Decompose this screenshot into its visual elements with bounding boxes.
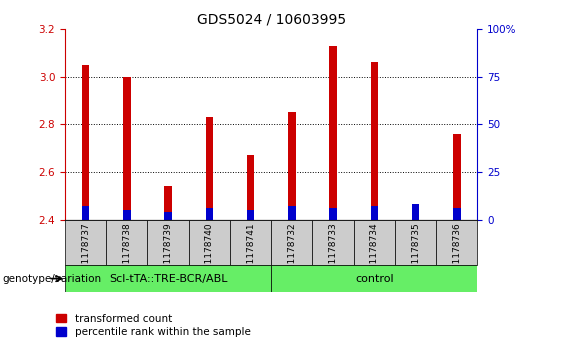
Bar xyxy=(371,62,378,220)
Bar xyxy=(82,206,89,220)
Text: GSM1178732: GSM1178732 xyxy=(288,222,296,282)
Bar xyxy=(371,206,378,220)
Text: control: control xyxy=(355,274,394,284)
Text: GSM1178737: GSM1178737 xyxy=(81,222,90,283)
Bar xyxy=(436,220,477,265)
Bar xyxy=(123,210,131,220)
Bar xyxy=(82,65,89,220)
Text: genotype/variation: genotype/variation xyxy=(3,274,102,284)
Bar xyxy=(164,186,172,220)
Bar xyxy=(189,220,230,265)
Bar xyxy=(271,220,312,265)
Text: GSM1178739: GSM1178739 xyxy=(164,222,172,283)
Bar xyxy=(206,117,213,220)
Bar xyxy=(453,208,460,220)
Bar xyxy=(288,206,295,220)
Bar xyxy=(164,212,172,220)
Text: GSM1178734: GSM1178734 xyxy=(370,222,379,282)
Bar xyxy=(453,134,460,220)
Text: GSM1178733: GSM1178733 xyxy=(329,222,337,283)
Bar xyxy=(354,220,395,265)
Text: GSM1178740: GSM1178740 xyxy=(205,222,214,282)
Bar xyxy=(271,265,477,292)
Bar xyxy=(206,208,213,220)
Bar xyxy=(412,215,419,220)
Bar xyxy=(329,208,337,220)
Bar xyxy=(395,220,436,265)
Bar xyxy=(65,220,106,265)
Text: GSM1178736: GSM1178736 xyxy=(453,222,461,283)
Bar xyxy=(147,220,189,265)
Bar xyxy=(329,46,337,220)
Bar xyxy=(230,220,271,265)
Bar xyxy=(123,77,131,220)
Legend: transformed count, percentile rank within the sample: transformed count, percentile rank withi… xyxy=(56,314,251,337)
Text: GSM1178735: GSM1178735 xyxy=(411,222,420,283)
Bar xyxy=(65,265,271,292)
Text: Scl-tTA::TRE-BCR/ABL: Scl-tTA::TRE-BCR/ABL xyxy=(109,274,227,284)
Text: GSM1178738: GSM1178738 xyxy=(123,222,131,283)
Bar xyxy=(247,155,254,220)
Bar xyxy=(312,220,354,265)
Text: GSM1178741: GSM1178741 xyxy=(246,222,255,282)
Bar xyxy=(288,113,295,220)
Bar xyxy=(412,204,419,220)
Bar xyxy=(106,220,147,265)
Title: GDS5024 / 10603995: GDS5024 / 10603995 xyxy=(197,12,346,26)
Bar xyxy=(247,210,254,220)
